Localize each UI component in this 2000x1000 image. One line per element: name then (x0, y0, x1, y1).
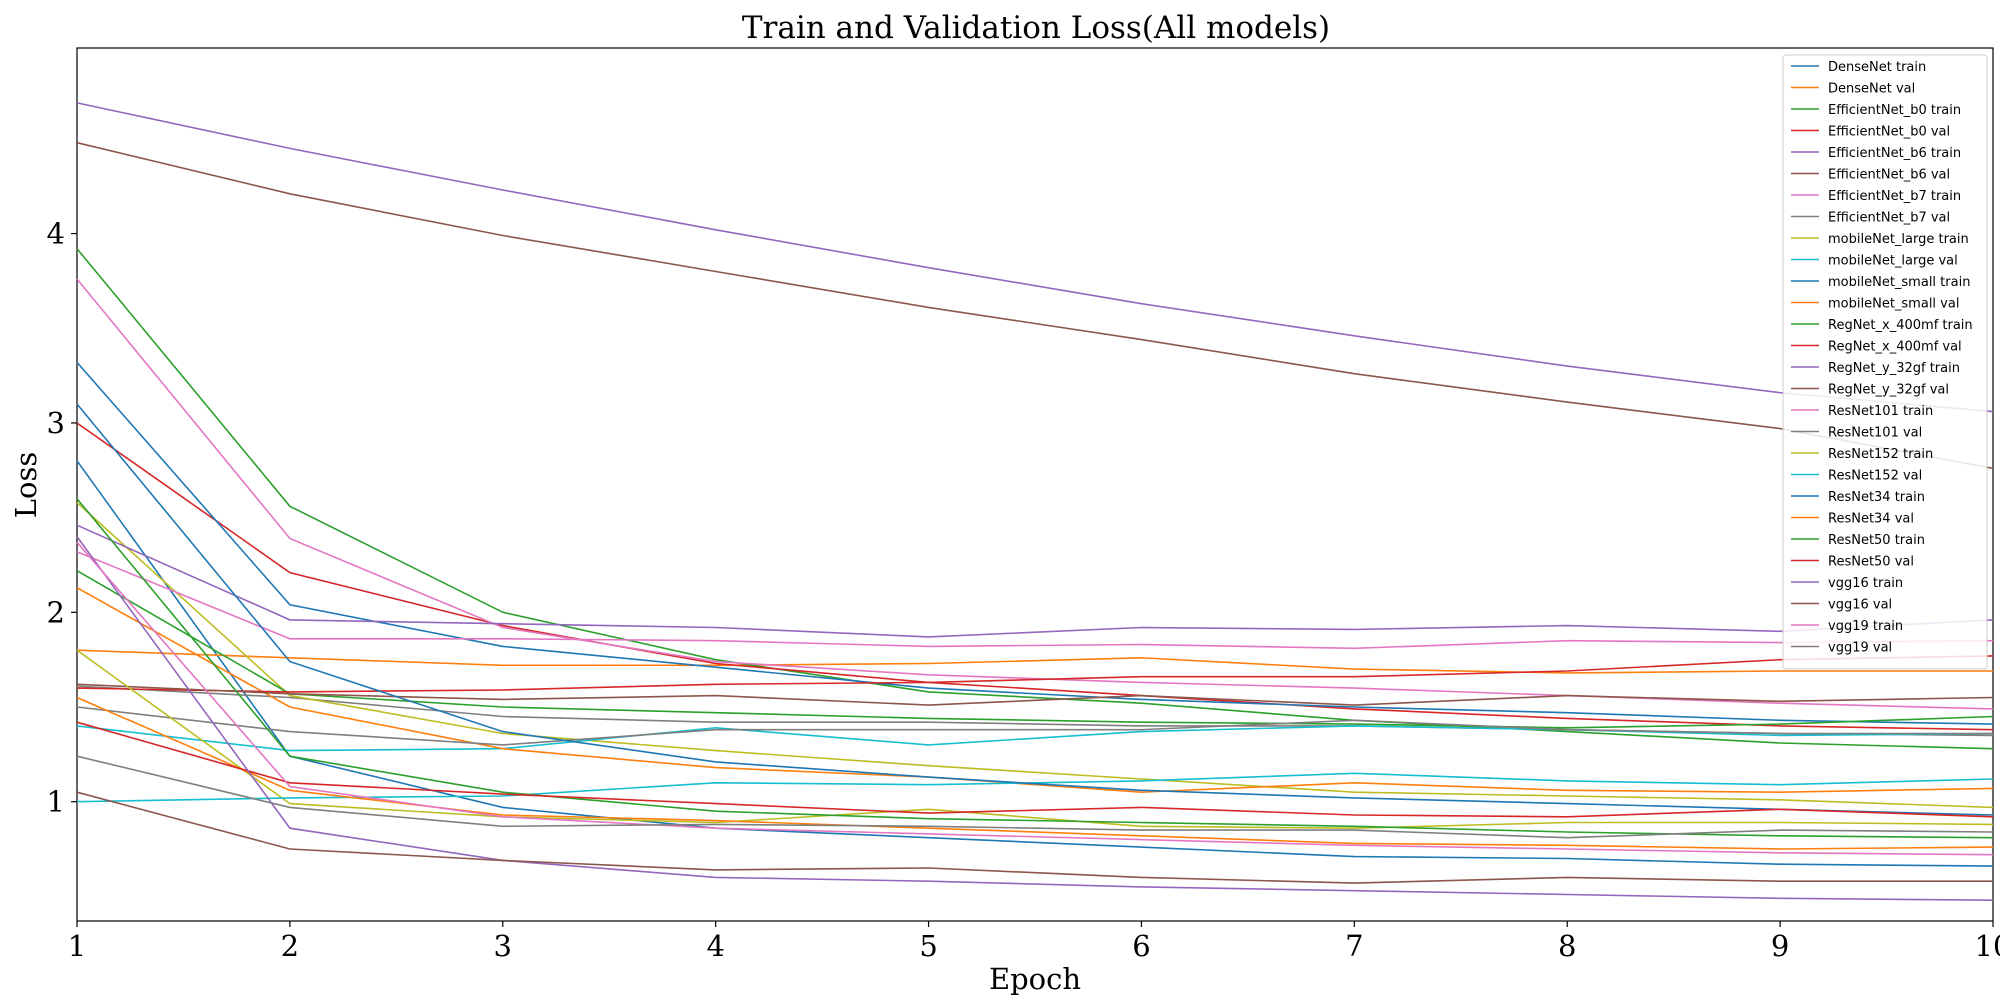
legend-entry-resnet152-val: ResNet152 val (1828, 469, 1922, 484)
legend-entry-regnet-x-400mf-val: RegNet_x_400mf val (1828, 340, 1962, 355)
legend-entry-resnet34-train: ResNet34 train (1828, 490, 1925, 505)
y-tick-label: 4 (47, 217, 65, 251)
series-line-regnet-y-32gf-train (76, 524, 1994, 638)
series-line-mobilenet-large-val (76, 725, 1994, 752)
x-axis-ticks: 1 2 3 4 5 6 7 8 9 10 (68, 921, 2000, 963)
series-line-densenet-val (76, 649, 1993, 674)
series-line-resnet101-train (76, 550, 1994, 650)
series-line-regnet-x-400mf-val (76, 655, 1994, 693)
series-line-resnet101-val (76, 706, 1993, 746)
legend-entry-efficientnet-b6-val: EfficientNet_b6 val (1828, 168, 1950, 183)
legend-entry-efficientnet-b7-val: EfficientNet_b7 val (1828, 211, 1950, 226)
x-tick-label: 3 (494, 929, 512, 963)
y-axis-ticks: 1 2 3 4 (47, 217, 77, 819)
series-line-mobilenet-small-train (76, 361, 1994, 725)
x-axis-label: Epoch (989, 962, 1081, 996)
legend-entry-vgg16-train: vgg16 train (1828, 576, 1903, 591)
series-line-densenet-train (76, 460, 1994, 867)
series-line-vgg16-val (76, 791, 1993, 884)
x-tick-label: 5 (919, 929, 937, 963)
series-line-resnet34-train (76, 403, 1994, 816)
series-line-resnet34-val (76, 696, 1994, 850)
legend-entry-vgg16-val: vgg16 val (1828, 598, 1892, 613)
series-line-efficientnet-b6-train (76, 102, 1994, 413)
y-tick-label: 2 (47, 595, 65, 629)
series-line-resnet152-train (76, 649, 1994, 830)
legend-entry-resnet50-val: ResNet50 val (1828, 555, 1914, 570)
chart-title: Train and Validation Loss(All models) (742, 10, 1330, 46)
legend-entry-resnet50-train: ResNet50 train (1828, 533, 1925, 548)
legend-entry-regnet-x-400mf-train: RegNet_x_400mf train (1828, 318, 1973, 333)
y-tick-label: 1 (47, 785, 65, 819)
series-line-vgg19-val (76, 755, 1994, 839)
series-line-efficientnet-b7-train (76, 278, 1994, 710)
legend-entry-mobilenet-large-val: mobileNet_large val (1828, 254, 1958, 269)
series-line-resnet152-val (76, 772, 1994, 803)
series-line-vgg16-train (76, 536, 1994, 901)
x-tick-label: 1 (68, 929, 86, 963)
y-axis-label: Loss (9, 452, 43, 518)
series-line-efficientnet-b0-train (76, 248, 1994, 750)
x-tick-label: 10 (1975, 929, 2000, 963)
legend-entry-resnet101-train: ResNet101 train (1828, 404, 1933, 419)
legend-entry-vgg19-train: vgg19 train (1828, 619, 1903, 634)
series-line-regnet-y-32gf-val (76, 683, 1994, 706)
legend: DenseNet train DenseNet val EfficientNet_b… (1782, 54, 1988, 670)
legend-entry-efficientnet-b6-train: EfficientNet_b6 train (1828, 146, 1961, 161)
legend-entry-mobilenet-large-train: mobileNet_large train (1828, 232, 1969, 247)
legend-entry-resnet34-val: ResNet34 val (1828, 512, 1914, 527)
legend-entry-densenet-train: DenseNet train (1828, 60, 1926, 75)
x-tick-label: 7 (1345, 929, 1363, 963)
legend-entry-efficientnet-b0-val: EfficientNet_b0 val (1828, 125, 1950, 140)
x-tick-label: 4 (706, 929, 724, 963)
legend-entry-mobilenet-small-val: mobileNet_small val (1828, 297, 1959, 312)
y-tick-label: 3 (47, 406, 65, 440)
x-tick-label: 8 (1558, 929, 1576, 963)
legend-entry-densenet-val: DenseNet val (1828, 82, 1915, 97)
legend-entry-mobilenet-small-train: mobileNet_small train (1828, 275, 1970, 290)
series-line-efficientnet-b0-val (76, 422, 1994, 731)
x-tick-label: 6 (1132, 929, 1150, 963)
legend-entry-efficientnet-b7-train: EfficientNet_b7 train (1828, 189, 1961, 204)
legend-entry-resnet101-val: ResNet101 val (1828, 426, 1922, 441)
legend-entry-regnet-y-32gf-train: RegNet_y_32gf train (1828, 361, 1960, 376)
series-line-mobilenet-small-val (76, 587, 1994, 794)
plot-frame (76, 47, 1994, 922)
x-tick-label: 2 (281, 929, 299, 963)
series-layer (76, 102, 1994, 901)
x-tick-label: 9 (1771, 929, 1789, 963)
legend-entry-resnet152-train: ResNet152 train (1828, 447, 1933, 462)
series-line-regnet-x-400mf-train (76, 570, 1994, 729)
series-line-efficientnet-b6-val (76, 141, 1994, 470)
legend-box (1782, 54, 1988, 670)
series-line-resnet50-val (76, 721, 1994, 818)
series-line-vgg19-train (76, 541, 1994, 856)
legend-entry-vgg19-val: vgg19 val (1828, 641, 1892, 656)
legend-entry-efficientnet-b0-train: EfficientNet_b0 train (1828, 103, 1961, 118)
legend-entry-regnet-y-32gf-val: RegNet_y_32gf val (1828, 383, 1949, 398)
series-line-mobilenet-large-train (76, 501, 1994, 809)
